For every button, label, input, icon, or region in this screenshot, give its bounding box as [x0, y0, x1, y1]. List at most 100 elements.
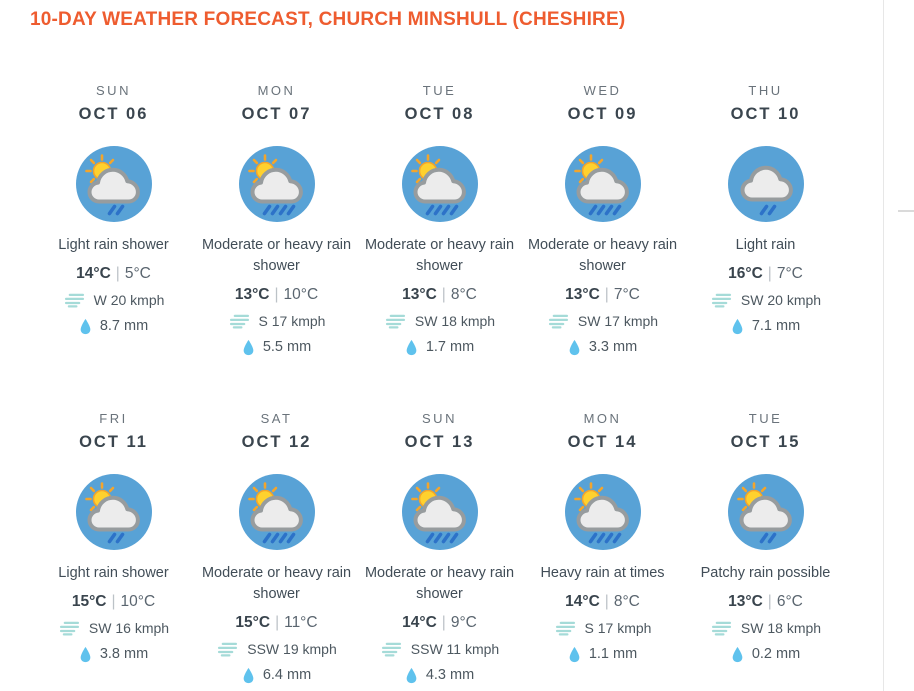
weather-icon	[564, 146, 641, 222]
high-temp: 14°C	[76, 265, 111, 282]
wind-text: SW 17 kmph	[577, 313, 659, 329]
wind-icon	[229, 314, 249, 329]
cloud-icon	[740, 165, 793, 202]
wind-text: SW 16 kmph	[88, 620, 170, 636]
day-label: SAT	[260, 411, 293, 426]
raindrop-icon	[406, 339, 417, 355]
low-temp: 7°C	[776, 265, 803, 282]
date-label: OCT 12	[241, 433, 312, 451]
wind-text: W 20 kmph	[93, 292, 165, 308]
scrollbar-fragment	[898, 210, 914, 212]
wind-line: SW 18 kmph	[684, 620, 847, 637]
date-label: OCT 13	[404, 433, 475, 451]
high-temp: 16°C	[728, 265, 763, 282]
low-temp: 5°C	[124, 265, 151, 282]
high-temp: 13°C	[234, 286, 270, 303]
precip-line: 1.1 mm	[521, 645, 684, 663]
cloud-icon	[250, 495, 303, 532]
weather-icon-wrap	[564, 146, 641, 222]
condition-text: Patchy rain possible	[700, 565, 831, 581]
temp-separator: |	[604, 593, 609, 610]
raindrop-icon	[80, 318, 91, 334]
weather-icon	[727, 146, 804, 222]
cloud-icon	[87, 495, 140, 532]
high-temp: 15°C	[71, 593, 107, 610]
day-label: TUE	[748, 411, 783, 426]
low-temp: 10°C	[120, 593, 156, 610]
low-temp: 6°C	[776, 593, 803, 610]
weather-icon	[75, 146, 152, 222]
temp-separator: |	[441, 286, 446, 303]
wind-text: SSW 19 kmph	[247, 641, 337, 657]
wind-icon	[555, 621, 575, 636]
temp-separator: |	[441, 614, 446, 631]
day-label: MON	[257, 83, 296, 98]
rain-slashes-icon	[262, 532, 295, 544]
raindrop-icon	[80, 646, 91, 662]
precip-text: 3.3 mm	[588, 339, 638, 355]
weather-icon-wrap	[401, 474, 478, 550]
weather-icon	[75, 474, 152, 550]
high-temp: 14°C	[565, 593, 600, 610]
weather-icon-wrap	[75, 146, 152, 222]
temperature-line: 16°C | 7°C	[684, 264, 847, 283]
raindrop-icon	[243, 667, 254, 683]
raindrop-icon	[243, 339, 254, 355]
weather-icon	[238, 146, 315, 222]
precip-text: 4.3 mm	[425, 667, 475, 683]
condition-text: Heavy rain at times	[540, 565, 665, 581]
wind-icon	[711, 293, 731, 308]
precip-text: 0.2 mm	[751, 646, 801, 662]
forecast-day-card: SAT OCT 12	[195, 411, 358, 684]
wind-icon	[218, 642, 238, 657]
day-label: TUE	[422, 83, 457, 98]
cloud-icon	[576, 167, 629, 204]
wind-icon	[711, 621, 731, 636]
rain-slashes-icon	[425, 532, 458, 544]
forecast-day-card: TUE OCT 15	[684, 411, 847, 684]
day-label: MON	[583, 411, 622, 426]
condition-text: Moderate or heavy rain shower	[364, 237, 515, 274]
wind-icon	[59, 621, 79, 636]
temperature-line: 14°C | 9°C	[358, 613, 521, 632]
low-temp: 8°C	[450, 286, 477, 303]
condition-text: Moderate or heavy rain shower	[527, 237, 678, 274]
low-temp: 11°C	[284, 614, 318, 631]
precip-line: 0.2 mm	[684, 645, 847, 663]
rain-slashes-icon	[759, 532, 776, 544]
precip-line: 4.3 mm	[358, 666, 521, 684]
temp-separator: |	[767, 265, 772, 282]
low-temp: 8°C	[613, 593, 640, 610]
condition-text: Light rain shower	[58, 237, 169, 253]
high-temp: 15°C	[235, 614, 271, 631]
wind-text: SW 20 kmph	[740, 292, 822, 308]
rain-slashes-icon	[588, 532, 621, 544]
page-title: 10-DAY WEATHER FORECAST, CHURCH MINSHULL…	[30, 9, 626, 30]
rain-slashes-icon	[262, 204, 295, 216]
condition-text: Moderate or heavy rain shower	[364, 565, 515, 602]
weather-icon	[727, 474, 804, 550]
raindrop-icon	[569, 646, 580, 662]
temperature-line: 15°C | 10°C	[32, 592, 195, 611]
wind-line: SW 17 kmph	[521, 313, 684, 330]
high-temp: 14°C	[402, 614, 437, 631]
weather-icon-wrap	[75, 474, 152, 550]
cloud-icon	[87, 167, 140, 204]
raindrop-icon	[569, 339, 580, 355]
weather-icon	[564, 474, 641, 550]
wind-line: SW 16 kmph	[32, 620, 195, 637]
cloud-icon	[250, 167, 303, 204]
wind-line: SSW 19 kmph	[195, 641, 358, 658]
rain-slashes-icon	[107, 532, 124, 544]
high-temp: 13°C	[728, 593, 763, 610]
weather-icon-wrap	[727, 474, 804, 550]
forecast-day-card: FRI OCT 11	[32, 411, 195, 684]
wind-text: S 17 kmph	[258, 313, 326, 329]
wind-text: SW 18 kmph	[414, 313, 496, 329]
weather-icon-wrap	[564, 474, 641, 550]
wind-icon	[381, 642, 401, 657]
precip-line: 3.3 mm	[521, 338, 684, 356]
condition-text: Moderate or heavy rain shower	[201, 237, 352, 274]
wind-line: S 17 kmph	[195, 313, 358, 330]
precip-text: 3.8 mm	[99, 646, 149, 662]
